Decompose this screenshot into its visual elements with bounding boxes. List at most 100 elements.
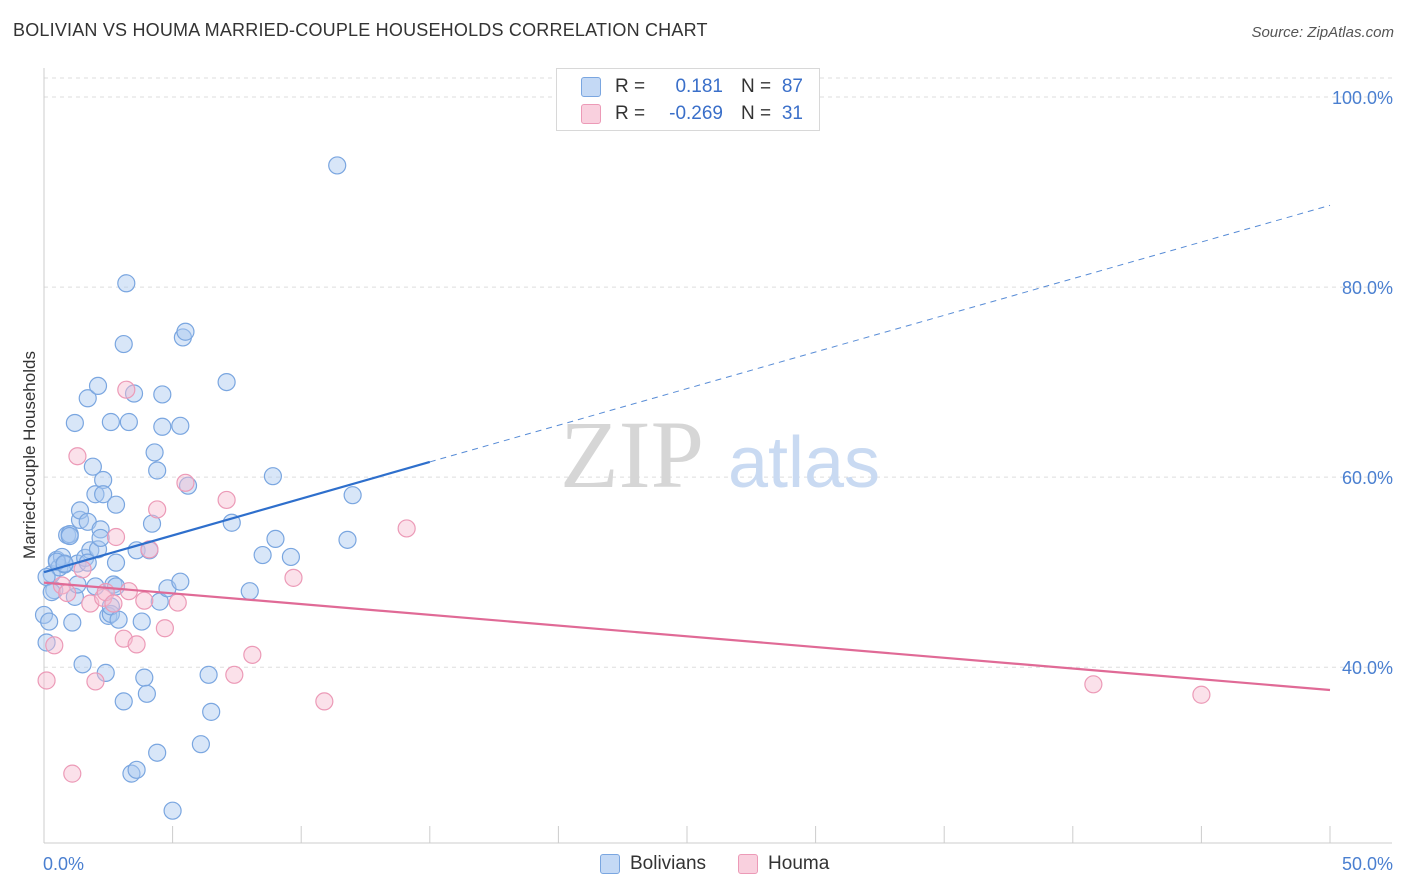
bolivians-point: [132, 612, 151, 631]
bolivians-point: [328, 156, 347, 175]
x-tick-label: 0.0%: [43, 854, 84, 874]
r-label: R =: [615, 76, 646, 97]
bolivians-point: [171, 416, 190, 435]
bolivians-point: [106, 495, 126, 514]
houma-swatch: [581, 104, 601, 124]
bolivians-point: [135, 668, 154, 687]
bolivians-point: [145, 443, 164, 462]
r-label: R =: [615, 103, 646, 124]
y-tick-label: 40.0%: [1342, 658, 1393, 678]
r-value: -0.269: [669, 103, 723, 124]
bolivians-point: [142, 514, 162, 533]
houma-point: [243, 645, 262, 664]
bolivians-swatch: [581, 77, 601, 97]
bolivians-point: [266, 529, 285, 549]
bolivians-point: [253, 545, 272, 565]
houma-point: [176, 473, 195, 492]
bolivians-point: [263, 467, 283, 486]
n-value: 87: [781, 76, 803, 97]
houma-point: [68, 447, 87, 466]
bolivians-point: [114, 692, 133, 711]
bolivians-point: [127, 760, 146, 779]
n-label: N =: [741, 103, 772, 124]
trend-lines: [43, 204, 1331, 692]
bolivians-point: [94, 485, 113, 504]
bolivians-point: [63, 613, 82, 632]
bolivians-point: [106, 553, 126, 572]
y-tick-label: 100.0%: [1332, 88, 1393, 108]
bolivians-points: [34, 156, 362, 820]
bolivians-point: [65, 413, 84, 433]
bolivians-point: [148, 743, 167, 762]
houma-trend-line: [43, 581, 1331, 692]
bolivians-point: [343, 486, 362, 505]
legend-item-bolivians[interactable]: Bolivians: [600, 853, 706, 875]
bolivians-point: [281, 547, 301, 567]
houma-legend-swatch: [738, 854, 759, 874]
bolivians-point: [202, 702, 221, 721]
bolivians-point: [114, 334, 133, 354]
source-credit: Source: ZipAtlas.com: [1251, 24, 1394, 41]
x-tick-label: 50.0%: [1342, 854, 1393, 874]
bolivians-point: [191, 735, 210, 754]
legend-row-bolivians: R = 0.181 N = 87: [581, 75, 803, 99]
bolivians-point: [101, 412, 120, 432]
houma-point: [1084, 675, 1103, 694]
chart-title: BOLIVIAN VS HOUMA MARRIED-COUPLE HOUSEHO…: [13, 20, 708, 40]
houma-point: [45, 636, 64, 655]
bolivians-point: [137, 684, 156, 703]
bolivians-legend-swatch: [600, 854, 620, 874]
houma-point: [106, 527, 126, 547]
bolivians-point: [60, 526, 79, 546]
y-tick-label: 80.0%: [1342, 278, 1393, 298]
houma-point: [135, 591, 154, 610]
bolivians-point: [153, 417, 172, 436]
bolivians-legend-label: Bolivians: [630, 853, 707, 874]
houma-point: [148, 500, 167, 519]
houma-point: [225, 665, 244, 684]
bolivians-point: [176, 322, 195, 341]
bolivians-point: [73, 655, 92, 674]
houma-point: [284, 568, 303, 587]
houma-point: [315, 692, 334, 711]
bolivians-point: [240, 582, 259, 601]
bolivians-point: [88, 376, 108, 396]
bolivians-point: [153, 385, 172, 404]
n-label: N =: [741, 76, 772, 97]
bolivians-point: [86, 485, 105, 504]
houma-point: [217, 490, 236, 510]
bolivians-point: [222, 513, 241, 532]
watermark-zip: ZIP: [560, 401, 704, 508]
bolivians-point: [171, 572, 190, 591]
bolivians-point: [178, 476, 198, 495]
houma-point: [117, 380, 136, 399]
houma-point: [127, 635, 146, 654]
houma-points: [37, 380, 1211, 783]
houma-point: [168, 593, 187, 612]
watermark-atlas: atlas: [728, 423, 880, 503]
houma-point: [63, 764, 82, 783]
houma-point: [37, 671, 56, 690]
tick-labels: 40.0% 60.0% 80.0% 100.0% 0.0% 50.0% Married-co…: [20, 88, 1393, 874]
bolivians-point: [40, 612, 59, 631]
gridlines: [44, 77, 1392, 668]
bolivians-trend-extension: [429, 204, 1331, 463]
bolivians-point: [163, 801, 182, 820]
bolivians-point: [83, 457, 102, 476]
bolivians-point: [217, 372, 236, 392]
houma-legend-label: Houma: [768, 853, 830, 874]
r-value: 0.181: [675, 76, 723, 97]
legend-item-houma[interactable]: Houma: [738, 853, 829, 875]
y-axis-label: Married-couple Households: [20, 351, 39, 559]
y-tick-label: 60.0%: [1342, 468, 1393, 488]
houma-point: [1192, 685, 1211, 704]
houma-point: [86, 672, 105, 691]
series-legend: Bolivians Houma: [600, 852, 861, 876]
bolivians-point: [91, 528, 110, 548]
bolivians-point: [94, 470, 113, 490]
bolivians-point: [199, 665, 218, 684]
houma-point: [140, 540, 159, 559]
bolivians-trend-line: [43, 460, 431, 574]
houma-point: [104, 594, 123, 613]
